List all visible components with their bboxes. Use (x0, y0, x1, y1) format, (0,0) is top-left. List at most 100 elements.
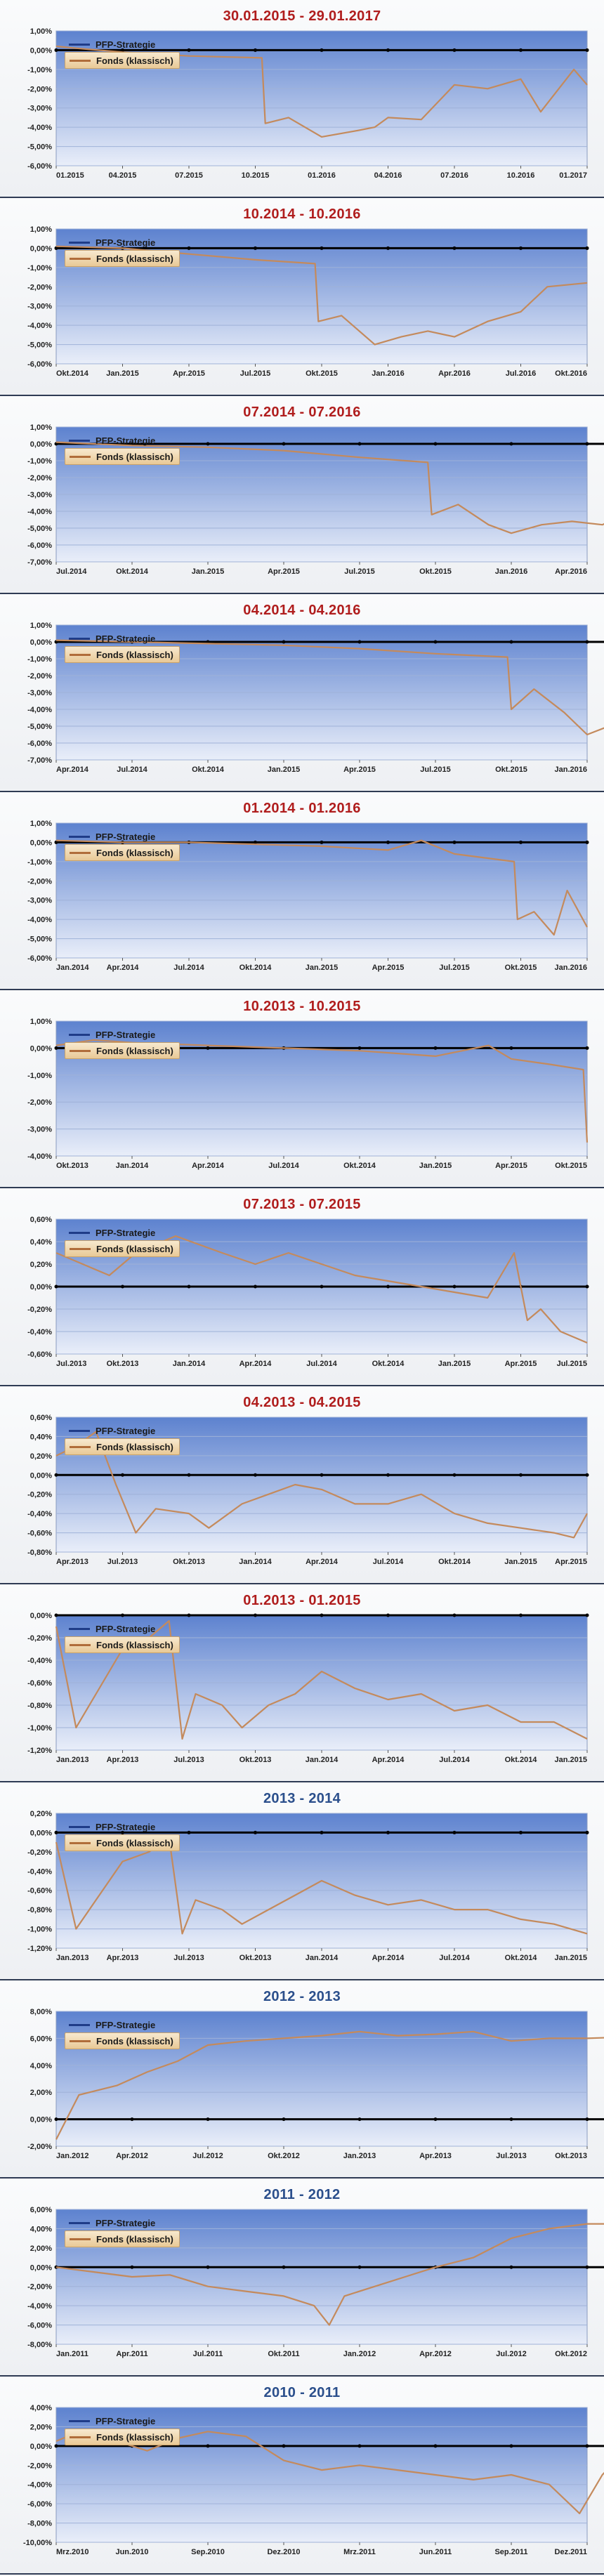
x-tick-label: Apr.2014 (56, 765, 89, 774)
y-tick-label: -2,00% (27, 85, 52, 93)
y-tick-label: -6,00% (27, 541, 52, 550)
legend-item-pfp: PFP-Strategie (65, 1027, 180, 1042)
y-tick-label: 0,60% (30, 1414, 52, 1422)
x-tick-label: Jan.2015 (438, 1360, 471, 1368)
chart-legend: PFP-Strategie Fonds (klassisch) (65, 1225, 180, 1257)
legend-item-fonds: Fonds (klassisch) (65, 1636, 180, 1653)
x-tick-label: Jan.2015 (555, 1756, 587, 1764)
series-marker-pfp (386, 1473, 390, 1477)
series-marker-pfp (282, 2265, 286, 2269)
series-marker-pfp (452, 246, 457, 250)
x-tick-label: Apr.2014 (192, 1162, 225, 1170)
y-tick-label: -2,00% (27, 1098, 52, 1107)
x-tick-label: 01.2017 (559, 171, 587, 180)
y-tick-label: -4,00% (27, 508, 52, 516)
series-line-fonds (55, 441, 604, 534)
y-tick-label: -2,00% (27, 2143, 52, 2151)
y-tick-label: -2,00% (27, 877, 52, 886)
x-tick-label: 07.2016 (440, 171, 468, 180)
y-tick-label: -7,00% (27, 558, 52, 567)
y-tick-label: -0,80% (27, 1549, 52, 1557)
x-tick-label: Jan.2015 (192, 567, 224, 576)
series-marker-pfp (54, 1613, 58, 1617)
series-marker-pfp (320, 246, 324, 250)
y-tick-label: -0,40% (27, 1657, 52, 1665)
series-marker-pfp (386, 1284, 390, 1289)
x-tick-label: Apr.2012 (116, 2152, 148, 2160)
y-tick-label: 1,00% (30, 225, 52, 234)
y-tick-label: -5,00% (27, 143, 52, 152)
x-tick-label: Apr.2016 (438, 369, 471, 378)
y-tick-label: -7,00% (27, 756, 52, 765)
chart-title: 01.2014 - 01.2016 (243, 801, 361, 816)
chart-title: 30.01.2015 - 29.01.2017 (223, 8, 381, 24)
legend-item-fonds: Fonds (klassisch) (65, 1042, 180, 1059)
x-tick-label: Jan.2014 (116, 1162, 149, 1170)
series-marker-pfp (54, 1830, 58, 1834)
x-tick-label: Jan.2015 (268, 765, 300, 774)
x-tick-label: Okt.2013 (56, 1162, 88, 1170)
x-tick-label: Jan.2016 (372, 369, 404, 378)
y-tick-label: 0,40% (30, 1238, 52, 1247)
legend-item-pfp: PFP-Strategie (65, 1819, 180, 1834)
x-tick-label: Jul.2013 (496, 2152, 526, 2160)
y-tick-label: -0,60% (27, 1530, 52, 1538)
x-tick-label: Apr.2013 (107, 1954, 139, 1962)
series-marker-pfp (187, 1473, 191, 1477)
series-marker-pfp (121, 1284, 124, 1289)
x-tick-label: Jan.2015 (504, 1558, 537, 1566)
series-marker-pfp (121, 1473, 124, 1477)
chart-title: 04.2013 - 04.2015 (243, 1395, 361, 1410)
y-tick-label: -5,00% (27, 525, 52, 533)
x-tick-label: Jan.2013 (343, 2152, 376, 2160)
x-tick-label: 01.2015 (56, 171, 84, 180)
y-tick-label: 6,00% (30, 2206, 52, 2214)
legend-label-pfp: PFP-Strategie (96, 435, 156, 446)
y-tick-label: -10,00% (23, 2539, 52, 2547)
x-tick-label: 04.2016 (374, 171, 402, 180)
legend-label-fonds: Fonds (klassisch) (96, 1243, 173, 1254)
y-tick-label: -0,20% (27, 1491, 52, 1499)
x-tick-label: Jan.2012 (343, 2350, 376, 2358)
legend-label-pfp: PFP-Strategie (96, 1227, 156, 1238)
legend-label-pfp: PFP-Strategie (96, 1821, 156, 1832)
y-tick-label: -4,00% (27, 124, 52, 132)
legend-item-fonds: Fonds (klassisch) (65, 2230, 180, 2247)
series-marker-pfp (386, 48, 390, 52)
x-tick-label: Jul.2015 (240, 369, 270, 378)
series-marker-pfp (357, 2444, 362, 2448)
chart-title: 04.2014 - 04.2016 (243, 603, 361, 618)
x-tick-label: Jul.2014 (56, 567, 87, 576)
x-tick-label: Jan.2016 (555, 765, 587, 774)
x-tick-label: Jul.2014 (268, 1162, 299, 1170)
series-marker-pfp (187, 1613, 191, 1617)
y-tick-label: -4,00% (27, 706, 52, 714)
series-marker-pfp (320, 1473, 324, 1477)
y-tick-label: -3,00% (27, 897, 52, 905)
x-tick-label: 10.2015 (242, 171, 270, 180)
y-tick-label: -0,80% (27, 1702, 52, 1710)
y-tick-label: 0,00% (30, 244, 52, 253)
y-tick-label: -0,60% (27, 1887, 52, 1895)
series-marker-pfp (386, 246, 390, 250)
x-tick-label: Jan.2013 (56, 1954, 88, 1962)
y-tick-label: 1,00% (30, 820, 52, 828)
y-tick-label: -3,00% (27, 303, 52, 311)
x-tick-label: Sep.2011 (494, 2548, 527, 2556)
chart-title: 01.2013 - 01.2015 (243, 1593, 361, 1608)
series-marker-pfp (519, 1613, 523, 1617)
legend-swatch-fonds (70, 1049, 91, 1052)
y-tick-label: -5,00% (27, 723, 52, 731)
line-chart: 1,00% 0,00% -1,00% -2,00% -3,00% -4,00% Okt.20… (27, 1018, 589, 1170)
series-marker-pfp (452, 840, 457, 844)
chart-legend: PFP-Strategie Fonds (klassisch) (65, 1027, 180, 1059)
legend-item-fonds: Fonds (klassisch) (65, 448, 180, 465)
y-tick-label: -6,00% (27, 162, 52, 171)
x-tick-label: Jul.2014 (439, 1954, 470, 1962)
x-tick-label: Jan.2012 (56, 2152, 88, 2160)
series-marker-pfp (509, 2265, 513, 2269)
y-tick-label: -6,00% (27, 2500, 52, 2509)
legend-item-pfp: PFP-Strategie (65, 829, 180, 844)
x-tick-label: Apr.2013 (419, 2152, 452, 2160)
legend-label-pfp: PFP-Strategie (96, 1029, 156, 1040)
